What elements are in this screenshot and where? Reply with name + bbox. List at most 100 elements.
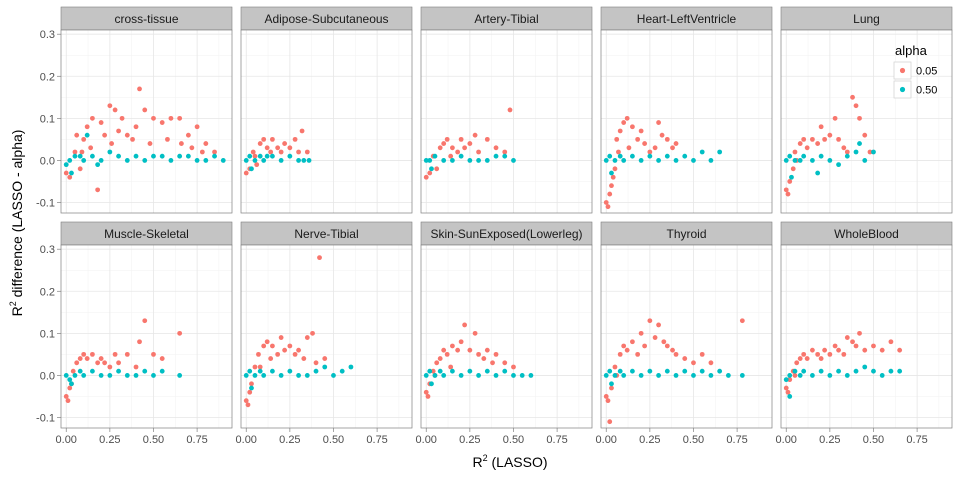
data-point bbox=[423, 389, 429, 395]
data-point bbox=[642, 343, 648, 349]
data-point bbox=[476, 373, 481, 378]
data-point bbox=[836, 347, 841, 353]
data-point bbox=[810, 373, 815, 378]
data-point bbox=[102, 132, 108, 138]
data-point bbox=[423, 174, 429, 180]
data-point bbox=[84, 356, 90, 361]
data-point bbox=[638, 330, 644, 336]
data-point bbox=[81, 351, 87, 357]
data-point bbox=[661, 339, 667, 345]
data-point bbox=[427, 158, 433, 163]
facet-panel-4: Lung bbox=[780, 6, 953, 214]
data-point bbox=[647, 368, 653, 374]
legend-label: 0.50 bbox=[916, 85, 937, 97]
data-point bbox=[441, 373, 447, 378]
data-point bbox=[476, 351, 481, 357]
data-point bbox=[304, 335, 310, 340]
data-point bbox=[98, 373, 104, 378]
data-point bbox=[63, 394, 69, 399]
data-point bbox=[67, 385, 73, 391]
data-point bbox=[607, 153, 613, 159]
x-tick-label: 0.00 bbox=[416, 434, 437, 446]
data-point bbox=[257, 368, 263, 374]
y-axis-title: R2 difference (LASSO - alpha) bbox=[8, 130, 25, 317]
data-point bbox=[725, 373, 731, 378]
legend-entries: 0.05 0.50 bbox=[893, 61, 937, 99]
data-point bbox=[493, 373, 499, 378]
data-point bbox=[151, 351, 156, 357]
data-point bbox=[256, 351, 261, 357]
data-point bbox=[429, 381, 434, 387]
data-point bbox=[836, 136, 841, 142]
data-point bbox=[450, 145, 455, 151]
data-point bbox=[212, 149, 217, 155]
panel-background bbox=[421, 30, 592, 213]
data-point bbox=[638, 373, 644, 378]
data-point bbox=[261, 373, 267, 378]
data-point bbox=[708, 360, 714, 366]
data-point bbox=[177, 115, 183, 121]
data-point bbox=[95, 187, 101, 193]
panel-background bbox=[781, 245, 952, 428]
data-point bbox=[691, 360, 696, 366]
data-point bbox=[652, 145, 658, 151]
panel-background bbox=[781, 30, 952, 213]
y-tick-label: 0.1 bbox=[40, 328, 55, 340]
data-point bbox=[670, 347, 675, 353]
x-tick-label: 0.25 bbox=[819, 434, 840, 446]
data-point bbox=[90, 153, 95, 159]
panel-border bbox=[60, 29, 233, 214]
data-point bbox=[310, 330, 315, 336]
data-point bbox=[142, 368, 148, 374]
data-point bbox=[437, 368, 443, 374]
panel-border bbox=[60, 244, 233, 429]
data-point bbox=[287, 343, 293, 349]
data-point bbox=[441, 347, 447, 353]
data-point bbox=[815, 170, 821, 176]
y-tick-label: 0.1 bbox=[40, 113, 55, 125]
data-point bbox=[810, 136, 815, 142]
data-point bbox=[67, 158, 73, 163]
data-point bbox=[268, 149, 274, 155]
facet-panel-8: Thyroid 0.00 0.25 0.50 0.75 bbox=[596, 221, 773, 446]
data-point bbox=[278, 373, 284, 378]
data-point bbox=[299, 128, 305, 134]
facet-title: Lung bbox=[853, 12, 880, 26]
data-point bbox=[107, 103, 113, 109]
data-point bbox=[455, 347, 461, 353]
data-point bbox=[699, 149, 705, 155]
data-point bbox=[159, 368, 165, 374]
data-point bbox=[603, 200, 609, 205]
data-point bbox=[862, 132, 868, 138]
data-point bbox=[275, 145, 281, 151]
data-point bbox=[450, 368, 455, 374]
data-point bbox=[785, 389, 791, 395]
data-point bbox=[63, 373, 69, 378]
data-point bbox=[467, 141, 473, 146]
data-point bbox=[304, 149, 310, 155]
data-point bbox=[287, 153, 293, 159]
data-point bbox=[659, 132, 665, 138]
data-point bbox=[603, 373, 609, 378]
data-point bbox=[617, 153, 623, 159]
data-point bbox=[77, 153, 83, 159]
data-point bbox=[832, 115, 838, 121]
data-point bbox=[133, 373, 139, 378]
facet-panel-2: Artery-Tibial bbox=[420, 6, 593, 214]
data-point bbox=[621, 373, 627, 378]
data-point bbox=[717, 149, 723, 155]
data-point bbox=[467, 158, 473, 163]
data-point bbox=[72, 153, 78, 159]
data-point bbox=[664, 343, 670, 349]
data-point bbox=[797, 356, 803, 361]
x-tick-label: 0.25 bbox=[279, 434, 300, 446]
data-point bbox=[822, 347, 828, 353]
data-point bbox=[888, 339, 894, 345]
x-tick-label: 0.25 bbox=[639, 434, 660, 446]
data-point bbox=[185, 132, 191, 138]
data-point bbox=[472, 330, 478, 336]
panels-layer: cross-tissue -0.1 0.0 0.1 0.2 0.3 Adipose-Subc… bbox=[36, 6, 953, 446]
data-point bbox=[458, 136, 464, 142]
panel-border bbox=[600, 29, 773, 214]
data-point bbox=[844, 149, 850, 155]
